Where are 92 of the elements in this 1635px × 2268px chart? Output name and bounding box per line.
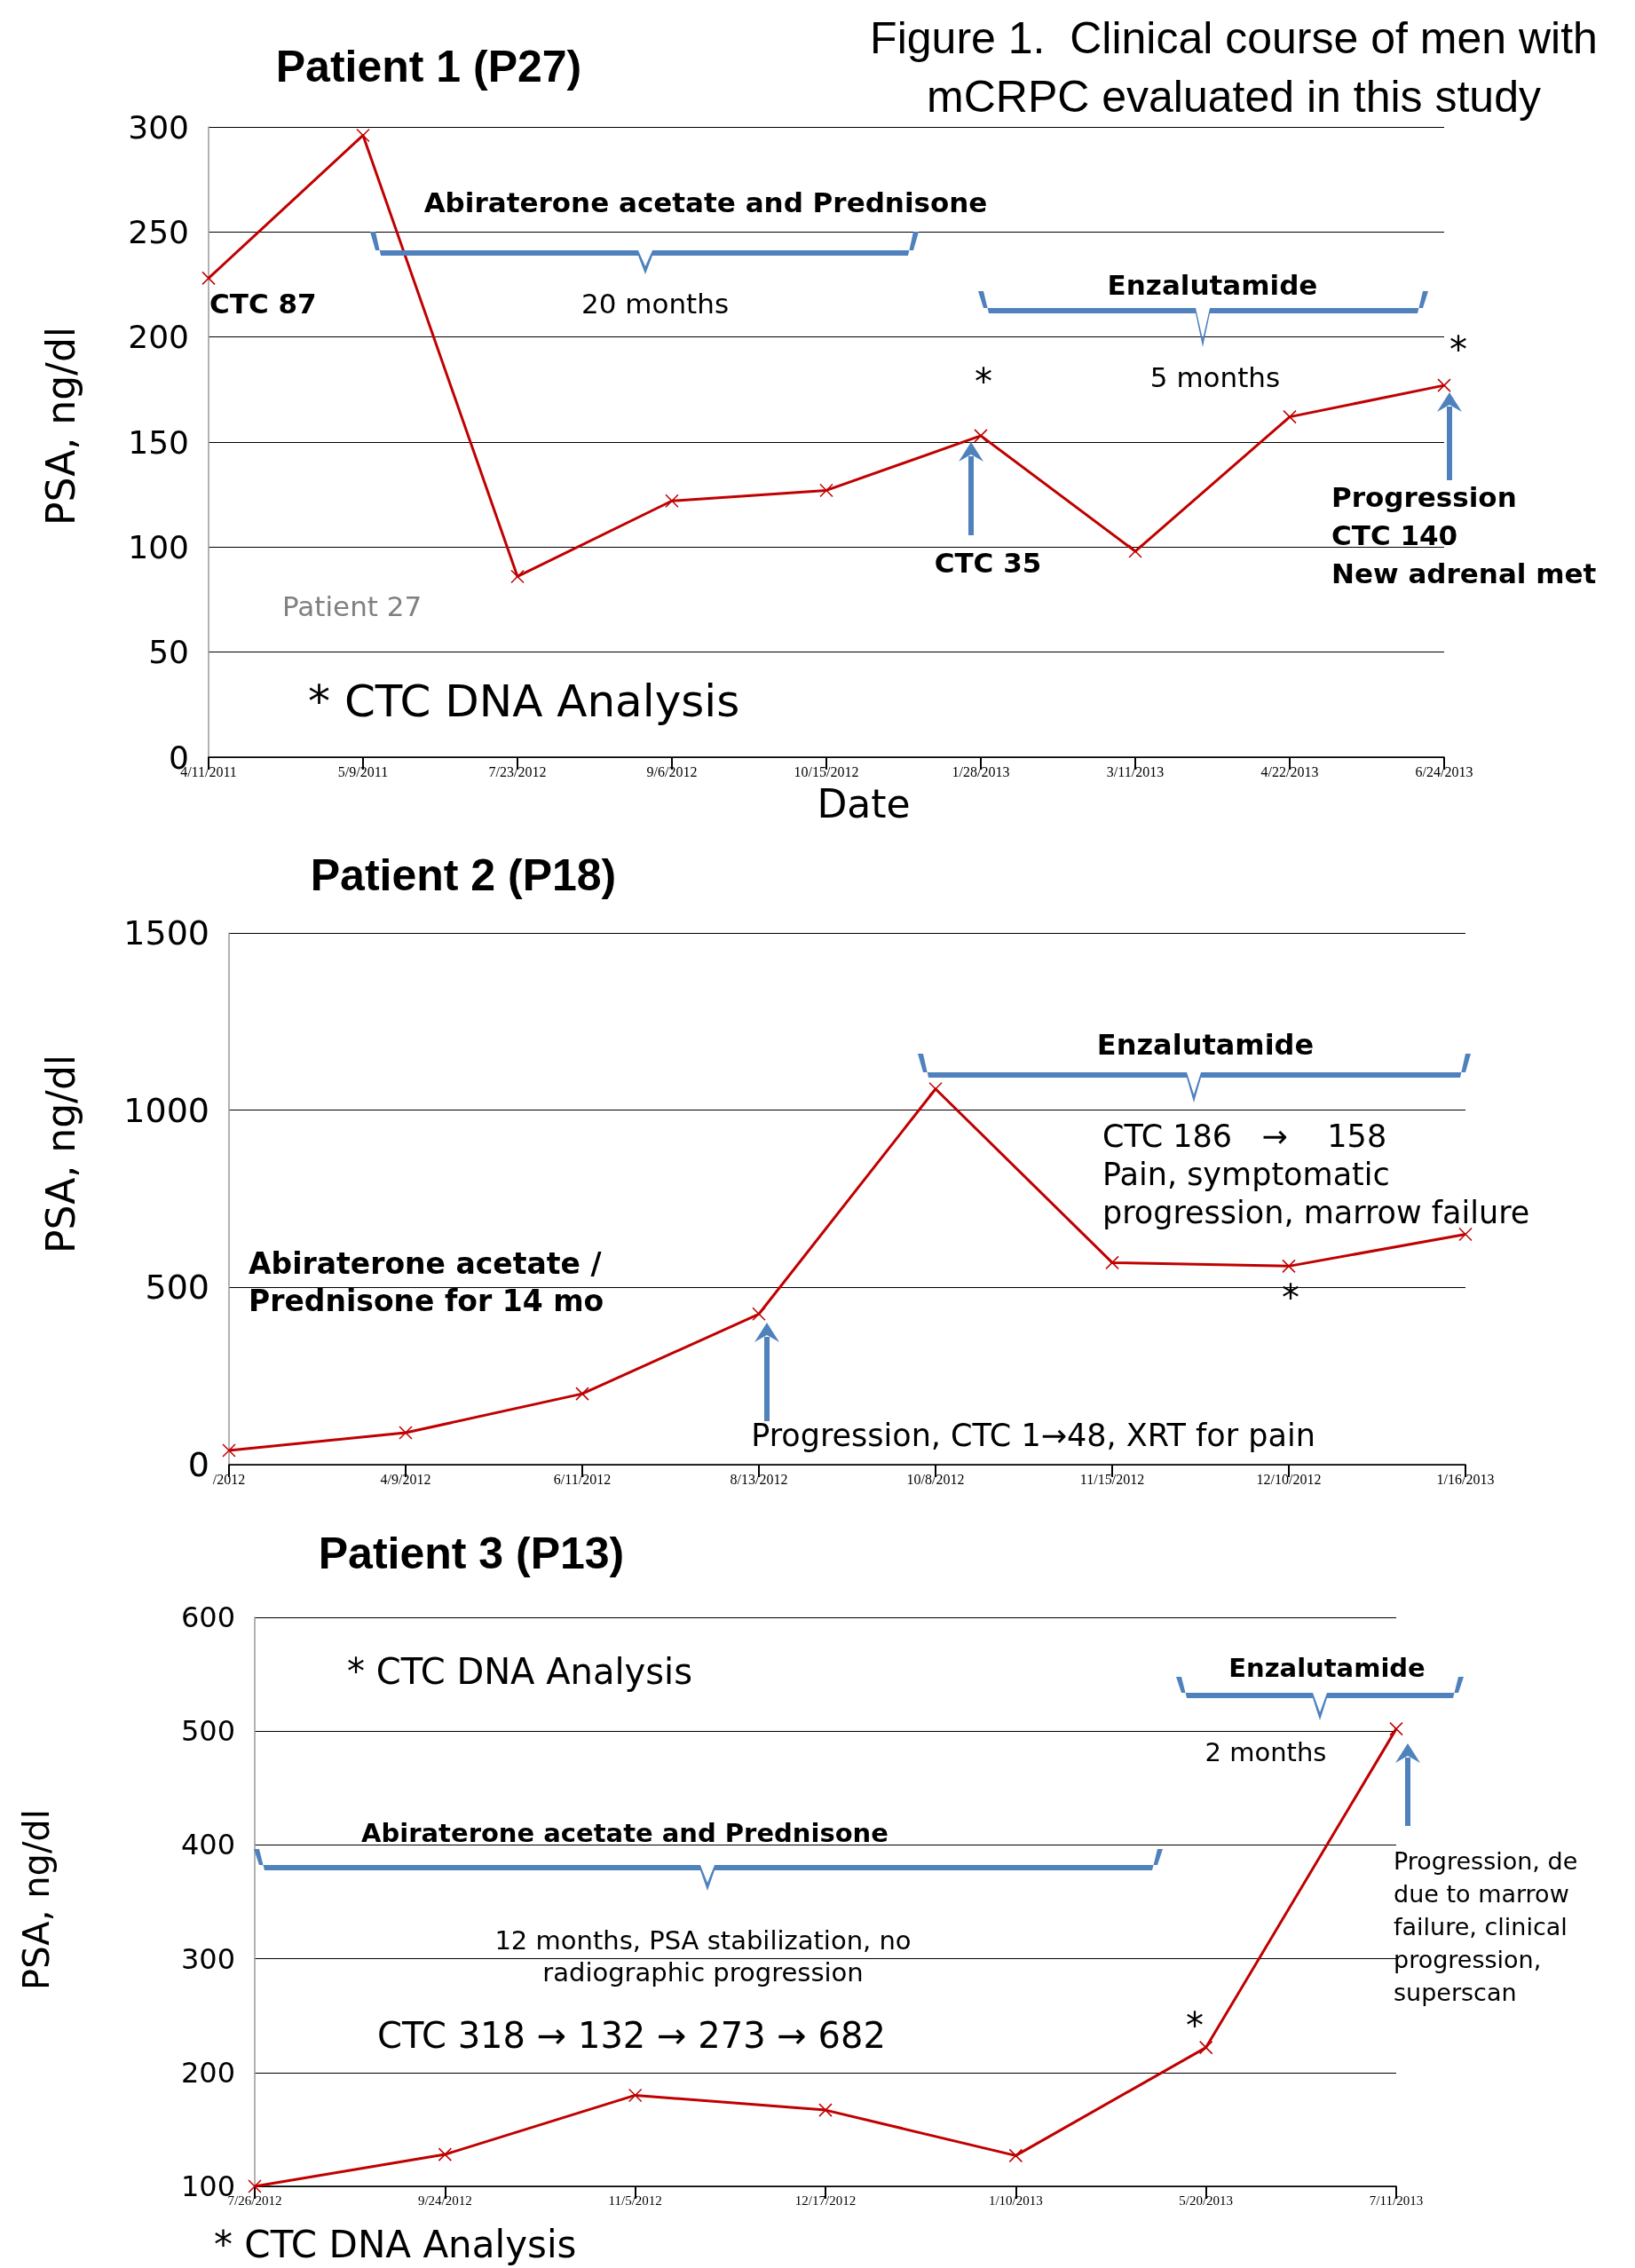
annotation: * CTC DNA Analysis <box>308 676 740 727</box>
point <box>222 1443 236 1458</box>
y-tick-label: 300 <box>180 1941 235 1976</box>
caption: Figure 1. Clinical course of men with mCRPC evaluated in this study <box>870 13 1598 122</box>
x-tick-label: 4/9/2012 <box>380 1471 431 1487</box>
point <box>665 494 679 509</box>
annotation: Abiraterone acetate and Prednisone <box>361 1818 889 1848</box>
y-tick-label: 400 <box>180 1828 235 1862</box>
point <box>1282 1259 1296 1274</box>
x-tick-label: 12/10/2012 <box>1256 1471 1322 1487</box>
text: * CTC DNA Analysis <box>214 2222 577 2266</box>
annotation: CTC 318 → 132 → 273 → 682 <box>377 2015 886 2056</box>
y-tick-label: 150 <box>128 423 189 461</box>
annotation: 20 months <box>581 288 730 320</box>
x-tick-label: 11/5/2012 <box>608 2193 662 2208</box>
y-axis-title: PSA, ng/dl <box>37 326 83 526</box>
point <box>356 128 370 143</box>
point <box>628 2088 643 2103</box>
annotation: 2 months <box>1205 1737 1327 1767</box>
y-tick-label: 100 <box>128 528 189 565</box>
text: * <box>1449 329 1467 370</box>
point <box>510 569 525 584</box>
annotation: Enzalutamide <box>1107 269 1318 301</box>
x-tick-label: 5/20/2013 <box>1179 2193 1234 2208</box>
y-tick-label: 1000 <box>123 1090 209 1130</box>
annotation: * <box>1186 2005 1204 2046</box>
point <box>1283 409 1297 424</box>
chart-title: Patient 2 (P18) <box>310 850 617 900</box>
x-tick-label: 9/6/2012 <box>646 763 698 779</box>
point <box>818 2103 833 2117</box>
x-tick-label: 4/22/2013 <box>1260 763 1319 779</box>
x-tick-label: 3/11/2013 <box>1106 763 1165 779</box>
point <box>1389 1721 1403 1736</box>
annotation: Patient 27 <box>282 590 423 622</box>
annotation: 12 months, PSA stabilization, no radiographic progression <box>494 1925 912 1987</box>
point <box>1198 2040 1213 2055</box>
annotation: CTC 186 → 158 Pain, symptomatic progression, marrow failure <box>1102 1118 1530 1230</box>
point <box>399 1426 413 1440</box>
point <box>248 2179 262 2193</box>
y-tick-label: 300 <box>128 108 189 146</box>
y-tick-label: 500 <box>180 1714 235 1749</box>
annotation: Progression, CTC 1→48, XRT for pain <box>751 1418 1315 1453</box>
x-tick-label: 6/24/2013 <box>1415 763 1473 779</box>
chart-title: Patient 1 (P27) <box>275 42 582 91</box>
point <box>974 429 988 443</box>
x-tick-label: /2012 <box>212 1471 246 1487</box>
x-tick-label: 7/11/2013 <box>1369 2193 1424 2208</box>
point <box>928 1081 943 1096</box>
point <box>1437 378 1451 392</box>
annotation: Abiraterone acetate / Prednisone for 14 mo <box>249 1245 604 1318</box>
x-tick-label: 1/28/2013 <box>952 763 1010 779</box>
x-tick-label: 10/15/2012 <box>794 763 859 779</box>
y-tick-label: 200 <box>128 319 189 356</box>
x-axis-title: Date <box>817 780 911 826</box>
x-tick-label: 1/10/2013 <box>988 2193 1043 2208</box>
point <box>575 1387 589 1401</box>
point <box>752 1307 766 1322</box>
y-tick-label: 200 <box>180 2055 235 2090</box>
point <box>1105 1255 1119 1270</box>
x-tick-label: 8/13/2012 <box>730 1471 788 1487</box>
x-tick-label: 1/16/2013 <box>1436 1471 1495 1487</box>
y-tick-label: 0 <box>187 1445 209 1484</box>
point <box>1008 2148 1023 2163</box>
x-tick-label: 10/8/2012 <box>906 1471 965 1487</box>
y-tick-label: 250 <box>128 213 189 250</box>
annotation: 5 months <box>1149 361 1281 393</box>
chart-title: Patient 3 (P13) <box>318 1529 625 1578</box>
annotation: Progression, de due to marrow failure, clinical progression, superscan <box>1394 1847 1578 2006</box>
x-tick-label: 5/9/2011 <box>337 763 389 779</box>
y-tick-label: 50 <box>148 634 189 671</box>
x-tick-label: 12/17/2012 <box>794 2193 857 2208</box>
annotation: CTC 35 <box>934 547 1042 579</box>
annotation: Progression CTC 140 New adrenal met <box>1331 480 1597 589</box>
annotation: Enzalutamide <box>1096 1028 1315 1062</box>
point <box>819 483 833 498</box>
x-tick-label: 6/11/2012 <box>553 1471 612 1487</box>
x-tick-label: 7/23/2012 <box>488 763 547 779</box>
annotation: * CTC DNA Analysis <box>347 1651 692 1692</box>
y-axis-title: PSA, ng/dl <box>37 1054 83 1254</box>
annotation: * <box>975 361 992 402</box>
y-tick-label: 500 <box>145 1268 209 1308</box>
point <box>201 271 216 286</box>
annotation: CTC 87 <box>209 288 317 320</box>
x-tick-label: 9/24/2012 <box>417 2193 472 2208</box>
y-axis-title: PSA, ng/dl <box>16 1809 57 1990</box>
point <box>1458 1227 1473 1242</box>
y-tick-label: 1500 <box>123 913 209 952</box>
y-tick-label: 600 <box>180 1600 235 1634</box>
annotation: Abiraterone acetate and Prednisone <box>423 186 988 218</box>
point <box>438 2147 453 2161</box>
x-tick-label: 11/15/2012 <box>1079 1471 1145 1487</box>
annotation: Enzalutamide <box>1228 1653 1426 1683</box>
